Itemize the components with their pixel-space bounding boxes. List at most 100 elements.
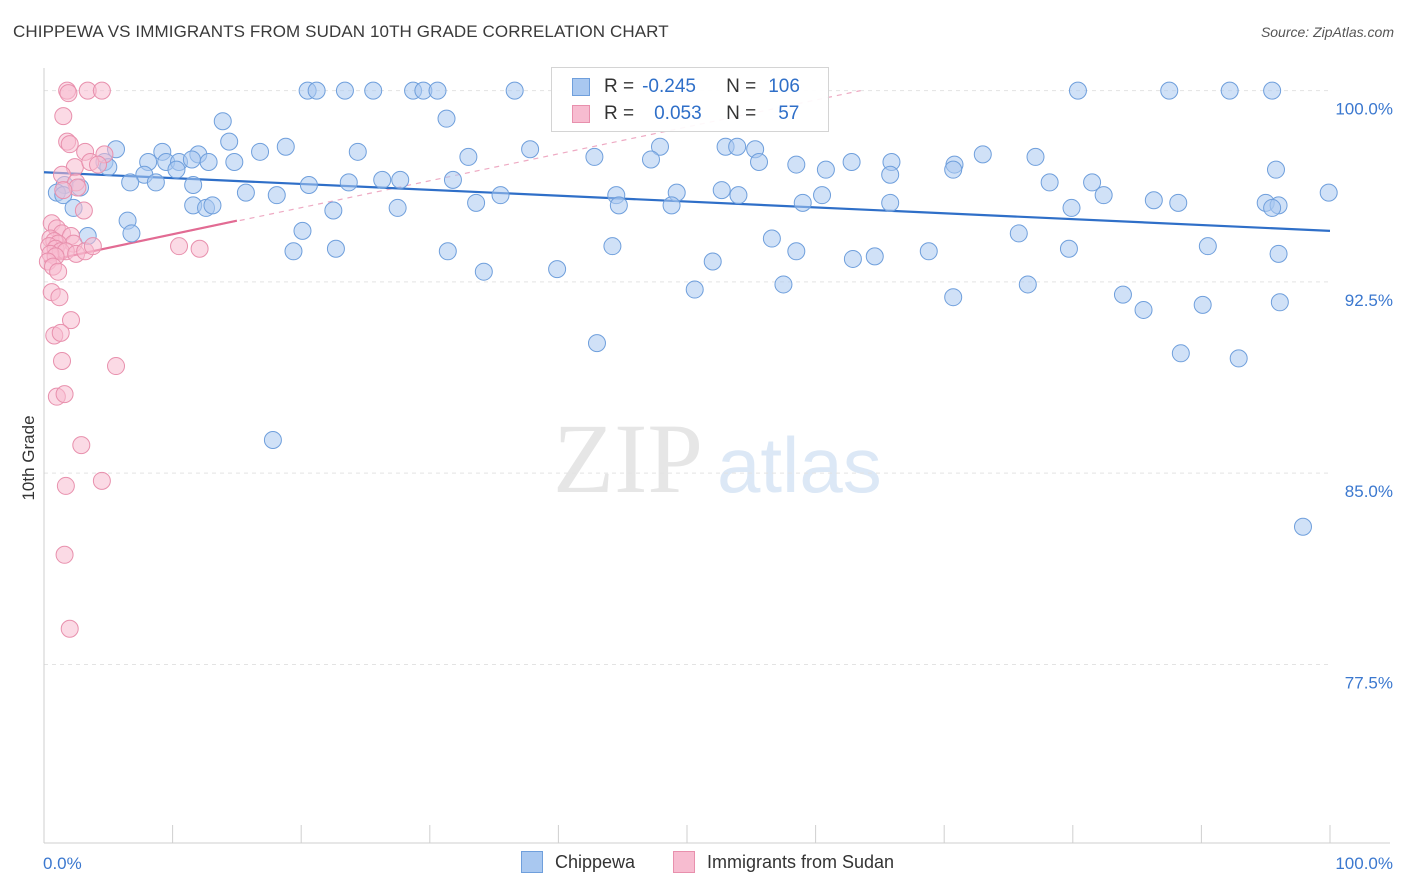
chippewa-point <box>685 280 704 299</box>
chippewa-point <box>505 81 524 100</box>
legend-r-value: -0.245 <box>642 76 696 97</box>
chippewa-point <box>587 334 606 353</box>
sudan-point <box>92 471 111 490</box>
chippewa-point <box>459 147 478 166</box>
bottom-legend-label-chippewa: Chippewa <box>555 851 636 872</box>
chippewa-point <box>438 242 457 261</box>
chippewa-point <box>267 186 286 205</box>
chippewa-point <box>919 242 938 261</box>
sudan-point <box>59 84 78 103</box>
chippewa-point <box>973 145 992 164</box>
chippewa-point <box>443 170 462 189</box>
chippewa-trend-line <box>43 171 1331 232</box>
watermark-zip: ZIP <box>553 403 703 514</box>
legend-r-label: R = <box>604 103 635 124</box>
sudan-point <box>60 619 79 638</box>
chippewa-point <box>1266 160 1285 179</box>
sudan-point <box>55 545 74 564</box>
chippewa-point <box>428 81 447 100</box>
chippewa-point <box>1269 244 1288 263</box>
chippewa-point <box>793 193 812 212</box>
chippewa-point <box>324 201 343 220</box>
chippewa-point <box>548 260 567 279</box>
chippewa-point <box>251 142 270 161</box>
chippewa-point <box>662 196 681 215</box>
chippewa-point <box>339 173 358 192</box>
sudan-point <box>49 262 68 281</box>
y-tick-label: 85.0% <box>1345 482 1393 501</box>
correlation-legend: R = -0.245 N = 106 R = 0.053 N = 57 <box>551 67 829 132</box>
chippewa-point <box>712 181 731 200</box>
chippewa-point <box>762 229 781 248</box>
chippewa-point <box>1319 183 1338 202</box>
bottom-legend-swatch-sudan <box>673 851 695 873</box>
legend-r-label: R = <box>604 76 635 97</box>
chippewa-point <box>122 224 141 243</box>
sudan-point <box>83 237 102 256</box>
sudan-point <box>54 107 73 126</box>
chippewa-point <box>437 109 456 128</box>
legend-n-value: 106 <box>768 76 800 97</box>
chippewa-point <box>1193 295 1212 314</box>
chippewa-point <box>842 153 861 172</box>
chippewa-point <box>203 196 222 215</box>
bottom-legend-chippewa: Chippewa <box>521 851 635 873</box>
chippewa-point <box>1263 81 1282 100</box>
chippewa-point <box>373 170 392 189</box>
chippewa-point <box>236 183 255 202</box>
chippewa-point <box>388 198 407 217</box>
legend-n-label: N = <box>726 76 757 97</box>
chippewa-point <box>335 81 354 100</box>
sudan-point <box>72 436 91 455</box>
chippewa-point <box>881 165 900 184</box>
sudan-point <box>170 237 189 256</box>
chippewa-point <box>391 170 410 189</box>
chippewa-point <box>1134 300 1153 319</box>
sudan-point <box>55 385 74 404</box>
chippewa-point <box>603 237 622 256</box>
chippewa-point <box>843 249 862 268</box>
chippewa-point <box>881 193 900 212</box>
chippewa-point <box>284 242 303 261</box>
chippewa-point <box>1062 198 1081 217</box>
chippewa-point <box>750 153 769 172</box>
chippewa-point <box>1018 275 1037 294</box>
chippewa-point <box>348 142 367 161</box>
chippewa-point <box>364 81 383 100</box>
chart-title: CHIPPEWA VS IMMIGRANTS FROM SUDAN 10TH G… <box>13 22 669 41</box>
chippewa-point <box>703 252 722 271</box>
chippewa-point <box>728 137 747 156</box>
chippewa-point <box>1293 517 1312 536</box>
chippewa-point <box>1169 193 1188 212</box>
chippewa-point <box>167 160 186 179</box>
chippewa-point <box>467 193 486 212</box>
sudan-point <box>190 239 209 258</box>
chippewa-point <box>585 147 604 166</box>
chippewa-point <box>787 155 806 174</box>
legend-n-value: 57 <box>778 103 800 124</box>
chippewa-point <box>276 137 295 156</box>
chippewa-point <box>865 247 884 266</box>
chippewa-point <box>1229 349 1248 368</box>
sudan-point <box>62 311 81 330</box>
bottom-legend-sudan: Immigrants from Sudan <box>673 851 894 873</box>
sudan-point <box>92 81 111 100</box>
chippewa-point <box>1171 344 1190 363</box>
chippewa-point <box>650 137 669 156</box>
legend-row-chippewa: R = -0.245 N = 106 <box>572 74 800 100</box>
chippewa-point <box>220 132 239 151</box>
chippewa-point <box>293 221 312 240</box>
chippewa-point <box>121 173 140 192</box>
chippewa-point <box>813 186 832 205</box>
chippewa-point <box>474 262 493 281</box>
chippewa-point <box>1160 81 1179 100</box>
chippewa-point <box>1040 173 1059 192</box>
chippewa-point <box>213 112 232 131</box>
chippewa-point <box>184 175 203 194</box>
y-tick-label: 92.5% <box>1345 291 1393 310</box>
legend-swatch-chippewa <box>572 78 590 96</box>
legend-swatch-sudan <box>572 105 590 123</box>
sudan-point <box>89 155 108 174</box>
chippewa-point <box>787 242 806 261</box>
